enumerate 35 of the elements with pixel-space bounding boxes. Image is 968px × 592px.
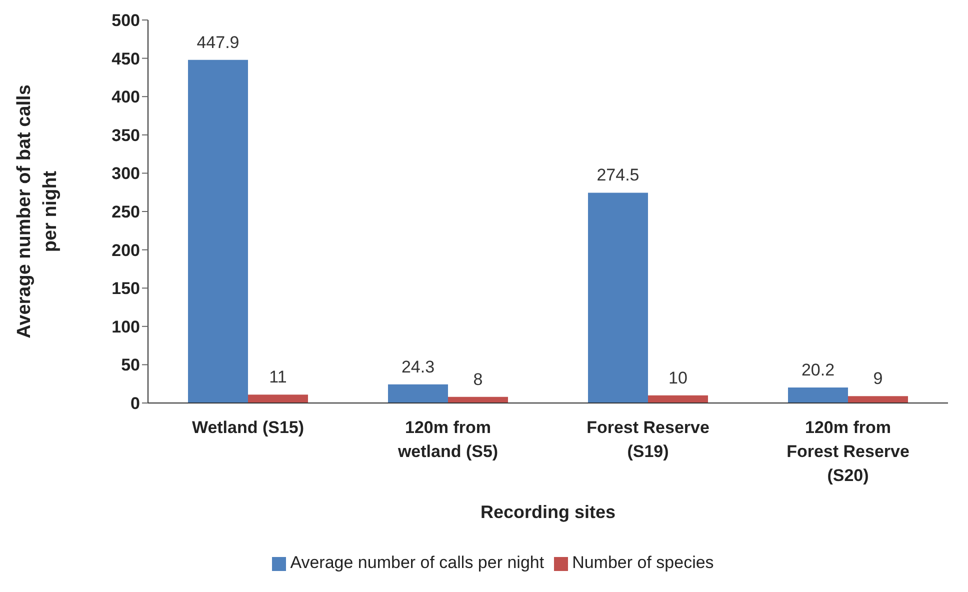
y-tick-label: 350 [112,126,140,145]
y-tick-label: 300 [112,164,140,184]
bar [448,396,508,403]
data-label: 447.9 [196,32,240,52]
y-axis-title: Average number of bat calls per night [14,84,61,338]
legend-label: Number of species [572,553,714,572]
data-label: 11 [269,368,287,387]
y-tick-label: 500 [112,11,140,30]
bar [788,388,848,403]
y-tick-label: 200 [112,240,140,260]
data-label: 10 [668,368,688,388]
y-tick-label: 100 [112,317,140,336]
x-tick-label: 120m from wetland (S5) [396,418,498,461]
x-axis-title: Recording sites [480,502,616,522]
y-tick-label: 250 [112,202,140,222]
x-tick-label: Forest Reserve (S19) [586,418,710,461]
y-tick-label: 150 [112,279,140,298]
y-tick-label: 50 [121,356,140,375]
bar [188,60,248,403]
x-tick-label: Wetland (S15) [192,418,304,437]
bar [648,395,708,403]
data-label: 24.3 [401,357,435,376]
y-tick-label: 400 [112,88,140,107]
data-label: 274.5 [596,166,640,185]
data-label: 8 [473,370,483,389]
legend-label: Average number of calls per night [290,553,544,572]
bar [588,192,648,403]
y-tick-label: 0 [130,394,140,414]
x-tick-label: 120m from Forest Reserve (S20) [786,418,910,485]
data-label: 9 [873,369,883,388]
y-tick-label: 450 [112,49,140,68]
bar [248,394,308,403]
bar [848,396,908,403]
bar [388,384,448,403]
data-label: 20.2 [801,360,835,380]
